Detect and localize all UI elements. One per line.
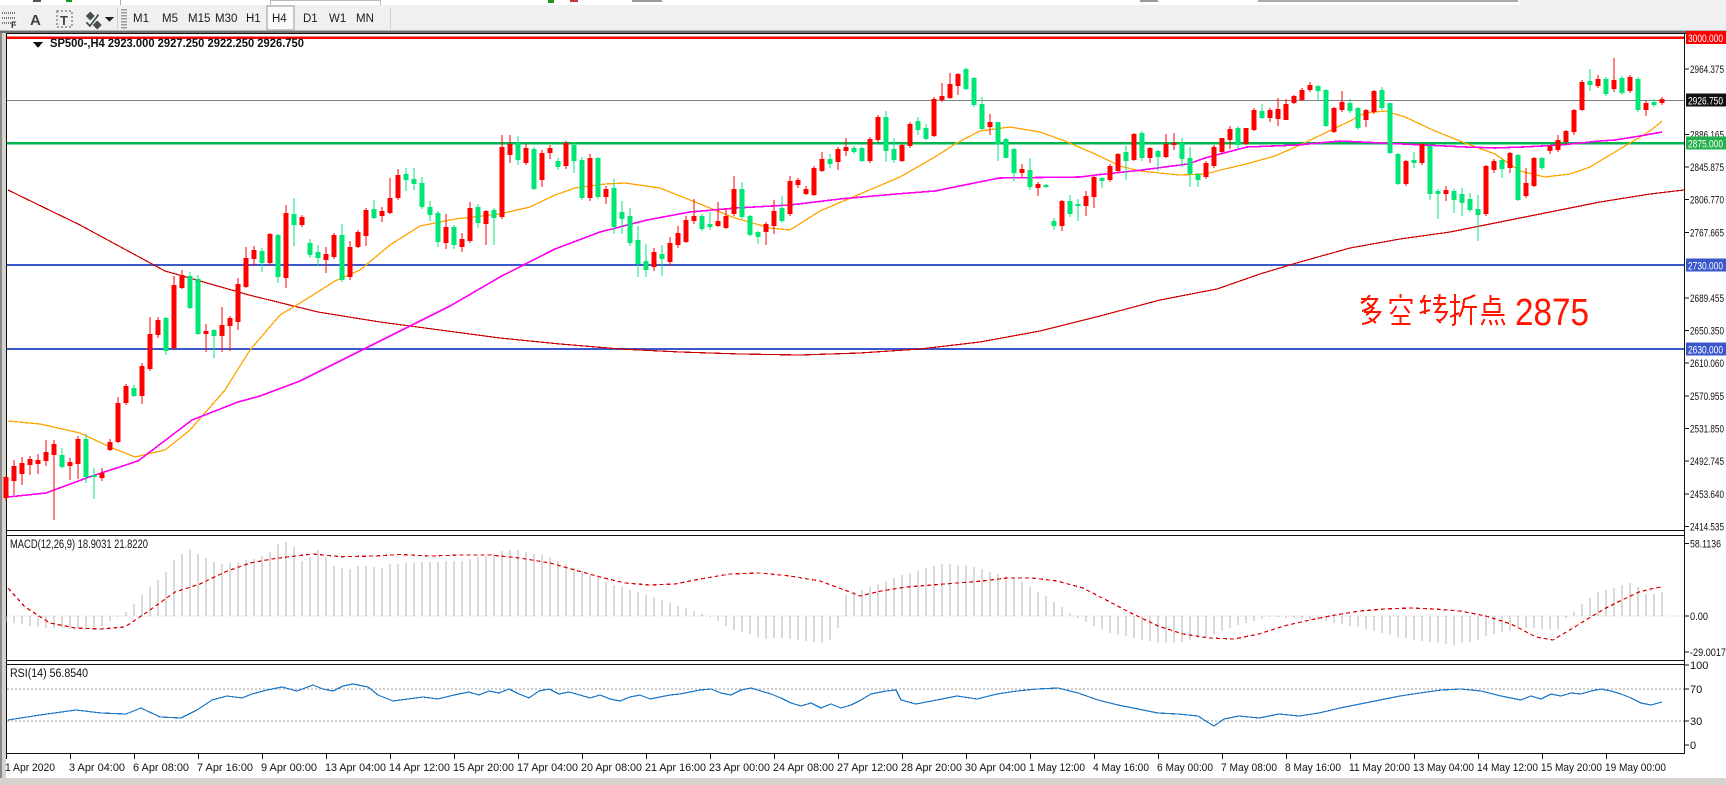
svg-text:2453.640: 2453.640 (1690, 489, 1724, 501)
svg-text:T: T (60, 13, 68, 28)
svg-text:21 Apr 16:00: 21 Apr 16:00 (645, 762, 706, 774)
svg-text:2806.770: 2806.770 (1690, 195, 1724, 207)
svg-text:0: 0 (1690, 740, 1696, 752)
svg-text:H4: H4 (272, 13, 287, 25)
svg-text:2926.750: 2926.750 (1688, 96, 1723, 108)
svg-text:30 Apr 04:00: 30 Apr 04:00 (965, 762, 1026, 774)
svg-text:W1: W1 (329, 13, 346, 25)
svg-text:2570.955: 2570.955 (1690, 391, 1724, 403)
svg-text:1 May 12:00: 1 May 12:00 (1029, 762, 1085, 774)
svg-text:70: 70 (1690, 684, 1702, 696)
svg-text:2875.000: 2875.000 (1688, 138, 1723, 150)
svg-text:3 Apr 04:00: 3 Apr 04:00 (69, 762, 125, 774)
svg-text:MN: MN (356, 13, 374, 25)
svg-text:2689.455: 2689.455 (1690, 293, 1724, 305)
svg-text:D1: D1 (303, 13, 318, 25)
svg-text:27 Apr 12:00: 27 Apr 12:00 (837, 762, 898, 774)
svg-text:7 Apr 16:00: 7 Apr 16:00 (197, 762, 253, 774)
svg-text:2730.000: 2730.000 (1688, 261, 1723, 273)
svg-text:20 Apr 08:00: 20 Apr 08:00 (581, 762, 642, 774)
svg-text:6 Apr 08:00: 6 Apr 08:00 (133, 762, 189, 774)
svg-text:0.00: 0.00 (1690, 611, 1708, 623)
svg-text:F: F (11, 20, 17, 30)
svg-text:A: A (30, 12, 41, 29)
svg-text:-29.0017: -29.0017 (1690, 647, 1726, 659)
svg-text:2610.060: 2610.060 (1690, 358, 1724, 370)
svg-text:2492.745: 2492.745 (1690, 456, 1724, 468)
svg-text:6 May 00:00: 6 May 00:00 (1157, 762, 1213, 774)
svg-text:1 Apr 2020: 1 Apr 2020 (5, 762, 55, 774)
svg-text:9 Apr 00:00: 9 Apr 00:00 (261, 762, 317, 774)
svg-text:30: 30 (1690, 716, 1702, 728)
svg-text:2630.000: 2630.000 (1688, 345, 1723, 357)
svg-text:7 May 08:00: 7 May 08:00 (1221, 762, 1277, 774)
svg-text:3000.000: 3000.000 (1688, 33, 1723, 45)
svg-text:2650.350: 2650.350 (1690, 326, 1724, 338)
svg-text:M15: M15 (188, 13, 210, 25)
svg-text:19 May 00:00: 19 May 00:00 (1605, 762, 1666, 774)
svg-text:2531.850: 2531.850 (1690, 424, 1724, 436)
svg-text:MACD(12,26,9) 18.9031 21.8220: MACD(12,26,9) 18.9031 21.8220 (10, 539, 148, 551)
svg-text:H1: H1 (246, 13, 261, 25)
svg-text:RSI(14) 56.8540: RSI(14) 56.8540 (10, 668, 88, 680)
svg-text:13 May 04:00: 13 May 04:00 (1413, 762, 1474, 774)
svg-text:4 May 16:00: 4 May 16:00 (1093, 762, 1149, 774)
svg-text:58.1136: 58.1136 (1690, 539, 1721, 551)
svg-text:23 Apr 00:00: 23 Apr 00:00 (709, 762, 770, 774)
svg-text:8 May 16:00: 8 May 16:00 (1285, 762, 1341, 774)
svg-text:14 Apr 12:00: 14 Apr 12:00 (389, 762, 450, 774)
svg-text:2414.535: 2414.535 (1690, 522, 1724, 534)
svg-text:11 May 20:00: 11 May 20:00 (1349, 762, 1410, 774)
svg-text:24 Apr 08:00: 24 Apr 08:00 (773, 762, 834, 774)
svg-text:2964.375: 2964.375 (1690, 64, 1724, 76)
svg-text:M30: M30 (215, 13, 237, 25)
svg-text:15 May 20:00: 15 May 20:00 (1541, 762, 1602, 774)
svg-text:SP500-,H4 2923.000 2927.250 2: SP500-,H4 2923.000 2927.250 2922.250 292… (50, 38, 304, 50)
svg-text:14 May 12:00: 14 May 12:00 (1477, 762, 1538, 774)
svg-text:2767.665: 2767.665 (1690, 227, 1724, 239)
svg-text:100: 100 (1690, 660, 1708, 672)
svg-text:13 Apr 04:00: 13 Apr 04:00 (325, 762, 386, 774)
svg-text:15 Apr 20:00: 15 Apr 20:00 (453, 762, 514, 774)
svg-text:17 Apr 04:00: 17 Apr 04:00 (517, 762, 578, 774)
svg-text:2875: 2875 (1515, 292, 1589, 334)
svg-text:M5: M5 (162, 13, 178, 25)
svg-text:M1: M1 (133, 13, 149, 25)
svg-text:28 Apr 20:00: 28 Apr 20:00 (901, 762, 962, 774)
svg-text:2845.875: 2845.875 (1690, 162, 1724, 174)
